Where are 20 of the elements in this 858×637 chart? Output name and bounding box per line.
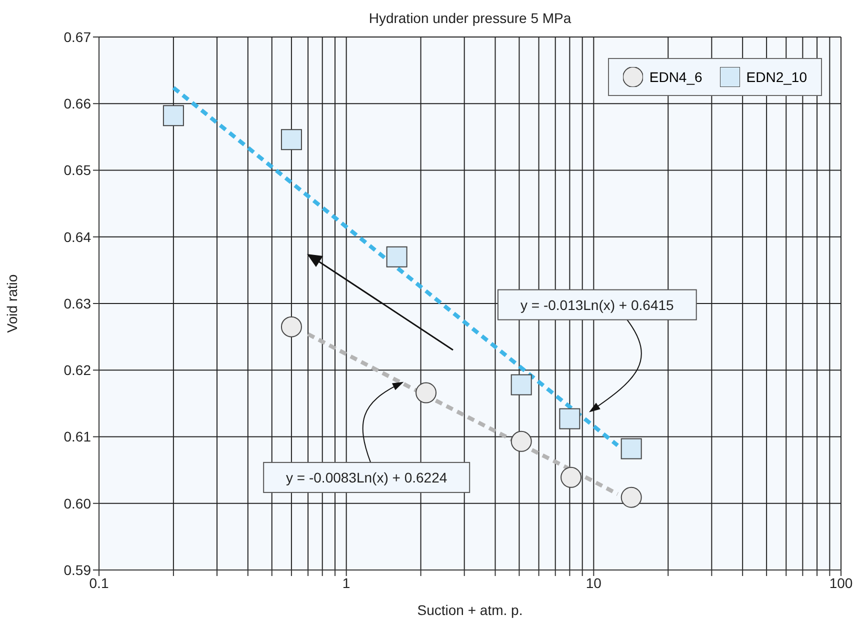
x-tick-label: 10 [586, 574, 602, 591]
y-tick-label: 0.66 [64, 96, 92, 112]
y-tick-label: 0.65 [64, 162, 92, 178]
legend-label: EDN2_10 [746, 69, 807, 85]
annotation: y = -0.0083Ln(x) + 0.6224 [286, 469, 448, 486]
x-tick-label: 100 [829, 574, 853, 591]
y-tick-label: 0.62 [64, 362, 92, 378]
legend-label: EDN4_6 [649, 69, 702, 85]
x-axis-title: Suction + atm. p. [417, 602, 523, 618]
y-tick-label: 0.67 [64, 28, 92, 45]
y-tick-label: 0.59 [64, 562, 92, 578]
y-tick-label: 0.61 [64, 428, 92, 445]
x-tick-label: 1 [342, 574, 350, 591]
annotation: y = -0.013Ln(x) + 0.6415 [520, 296, 674, 313]
y-tick-label: 0.63 [64, 295, 92, 312]
chart-title: Hydration under pressure 5 MPa [368, 10, 572, 26]
y-tick-label: 0.60 [64, 495, 92, 512]
y-axis-title: Void ratio [4, 274, 20, 333]
y-tick-label: 0.64 [64, 228, 92, 245]
x-tick-label: 0.1 [89, 574, 109, 591]
